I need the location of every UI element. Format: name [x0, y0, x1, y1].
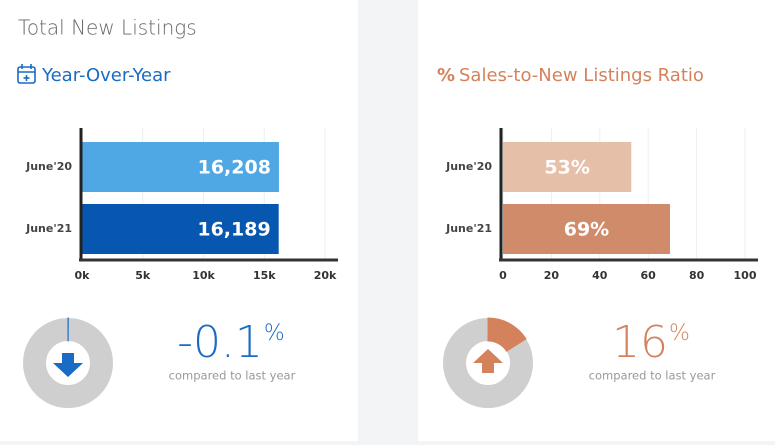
chart-title: Year-Over-Year: [41, 65, 171, 86]
x-tick-label: 20k: [314, 269, 337, 282]
caption: compared to last year: [169, 369, 296, 383]
category-label: June'21: [445, 222, 492, 235]
change-value: -0.1: [177, 317, 263, 368]
x-tick-label: 0k: [75, 269, 91, 282]
change-value: 16: [612, 317, 668, 368]
x-tick-label: 15k: [253, 269, 276, 282]
x-tick-label: 5k: [135, 269, 151, 282]
caption: compared to last year: [589, 369, 716, 383]
x-tick-label: 20: [544, 269, 560, 282]
value-label: 16,189: [197, 219, 270, 241]
x-tick-label: 40: [592, 269, 608, 282]
category-label: June'20: [25, 160, 72, 173]
change-unit: %: [669, 321, 690, 346]
x-tick-label: 0: [499, 269, 507, 282]
x-tick-label: 80: [689, 269, 705, 282]
x-tick-label: 100: [734, 269, 757, 282]
change-unit: %: [264, 321, 285, 346]
value-label: 16,208: [198, 157, 271, 179]
chart-title: Sales-to-New Listings Ratio: [459, 65, 704, 86]
value-label: 69%: [564, 219, 609, 241]
card-title: Total New Listings: [18, 16, 197, 40]
x-tick-label: 10k: [192, 269, 215, 282]
category-label: June'20: [445, 160, 492, 173]
value-label: 53%: [544, 157, 589, 179]
category-label: June'21: [25, 222, 72, 235]
title-icon: %: [437, 65, 455, 86]
x-tick-label: 60: [641, 269, 657, 282]
